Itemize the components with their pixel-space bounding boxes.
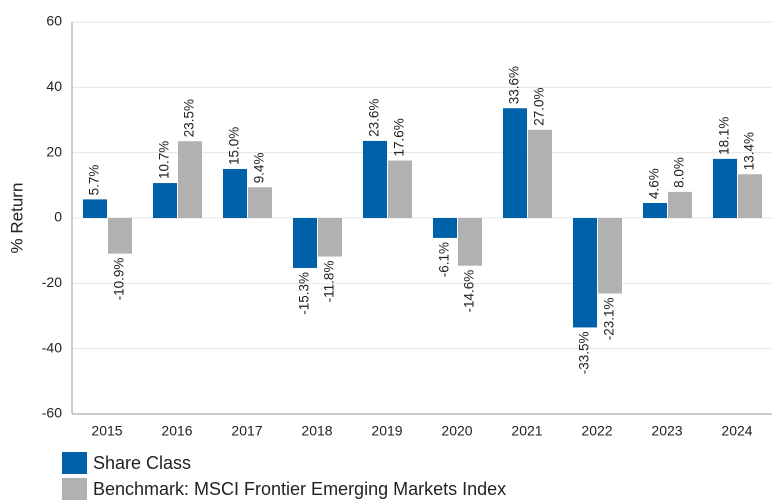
data-label: 27.0% (532, 88, 547, 126)
bar (318, 218, 342, 257)
data-label: -23.1% (602, 297, 617, 340)
y-tick-label: -40 (42, 339, 62, 355)
x-tick-label: 2016 (161, 423, 192, 439)
bar (363, 140, 387, 218)
data-label: -15.3% (297, 272, 312, 315)
data-label: 17.6% (392, 118, 407, 156)
data-label: 18.1% (717, 117, 732, 155)
data-label: 9.4% (252, 153, 267, 184)
data-label: -11.8% (322, 261, 337, 303)
bar (528, 129, 552, 218)
x-tick-label: 2020 (441, 423, 472, 439)
bar (713, 158, 737, 218)
x-tick-label: 2019 (371, 423, 402, 439)
y-tick-label: -20 (42, 274, 62, 290)
data-label: -33.5% (577, 331, 592, 374)
x-tick-label: 2017 (231, 423, 262, 439)
data-label: -6.1% (437, 242, 452, 277)
data-label: 23.5% (182, 99, 197, 137)
data-label: 33.6% (507, 66, 522, 104)
y-axis-title: % Return (7, 183, 26, 254)
data-label: 15.0% (227, 127, 242, 165)
bar (293, 218, 317, 268)
bar (643, 202, 667, 218)
x-tick-label: 2021 (511, 423, 542, 439)
x-tick-label: 2022 (581, 423, 612, 439)
bar (178, 141, 202, 218)
bar (503, 108, 527, 218)
y-tick-label: 0 (54, 209, 62, 225)
x-tick-label: 2018 (301, 423, 332, 439)
data-label: 10.7% (157, 141, 172, 179)
data-label: -10.9% (112, 258, 127, 301)
bar (83, 199, 107, 218)
legend-label: Share Class (93, 453, 191, 473)
data-label: 13.4% (742, 132, 757, 170)
bar (388, 160, 412, 218)
bar (458, 218, 482, 266)
bar (223, 169, 247, 218)
x-tick-label: 2023 (651, 423, 682, 439)
data-label: -14.6% (462, 270, 477, 313)
legend-swatch (62, 452, 87, 474)
y-tick-label: 60 (46, 13, 62, 29)
bar (668, 191, 692, 218)
bar (108, 218, 132, 254)
legend-swatch (62, 478, 87, 500)
x-tick-label: 2024 (721, 423, 752, 439)
data-label: 8.0% (672, 157, 687, 188)
bar (573, 218, 597, 328)
bar (248, 187, 272, 218)
data-label: 4.6% (647, 168, 662, 199)
bar (598, 218, 622, 294)
y-tick-label: -60 (42, 405, 62, 421)
y-tick-label: 40 (46, 78, 62, 94)
legend-label: Benchmark: MSCI Frontier Emerging Market… (93, 479, 506, 499)
bar (738, 174, 762, 218)
bar (433, 218, 457, 238)
x-tick-label: 2015 (91, 423, 122, 439)
data-label: 5.7% (87, 165, 102, 196)
data-label: 23.6% (367, 99, 382, 137)
bar (153, 183, 177, 218)
y-tick-label: 20 (46, 143, 62, 159)
